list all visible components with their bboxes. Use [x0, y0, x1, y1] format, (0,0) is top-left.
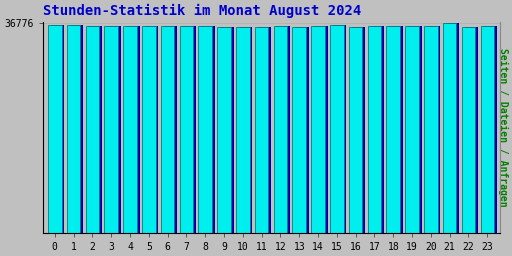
- Bar: [48, 25, 61, 233]
- Bar: [480, 26, 494, 233]
- Bar: [333, 25, 347, 233]
- Bar: [161, 26, 175, 233]
- Bar: [258, 27, 271, 233]
- Bar: [239, 27, 252, 233]
- Bar: [330, 25, 344, 233]
- Bar: [142, 26, 156, 233]
- Bar: [123, 26, 137, 233]
- Text: Stunden-Statistik im Monat August 2024: Stunden-Statistik im Monat August 2024: [42, 4, 361, 18]
- Bar: [371, 26, 384, 233]
- Bar: [217, 27, 231, 233]
- Bar: [406, 26, 419, 233]
- Bar: [295, 27, 309, 233]
- Bar: [126, 26, 140, 233]
- Bar: [236, 27, 249, 233]
- Bar: [368, 26, 381, 233]
- Bar: [274, 26, 287, 233]
- Bar: [314, 26, 328, 233]
- Bar: [311, 26, 325, 233]
- Bar: [107, 26, 121, 233]
- Bar: [86, 26, 99, 233]
- Bar: [145, 26, 158, 233]
- Bar: [443, 23, 456, 233]
- Bar: [220, 27, 233, 233]
- Bar: [424, 26, 438, 233]
- Bar: [199, 26, 212, 233]
- Bar: [182, 26, 196, 233]
- Bar: [276, 26, 290, 233]
- Bar: [389, 26, 403, 233]
- Bar: [292, 27, 306, 233]
- Bar: [164, 26, 177, 233]
- Bar: [104, 26, 118, 233]
- Bar: [464, 27, 478, 233]
- Y-axis label: Seiten / Dateien / Anfragen: Seiten / Dateien / Anfragen: [498, 48, 508, 207]
- Bar: [67, 25, 80, 233]
- Bar: [462, 27, 475, 233]
- Bar: [483, 26, 497, 233]
- Bar: [427, 26, 440, 233]
- Bar: [387, 26, 400, 233]
- Bar: [446, 23, 459, 233]
- Bar: [352, 27, 365, 233]
- Bar: [349, 27, 362, 233]
- Bar: [51, 25, 65, 233]
- Bar: [408, 26, 422, 233]
- Bar: [89, 26, 102, 233]
- Bar: [201, 26, 215, 233]
- Bar: [70, 25, 83, 233]
- Bar: [180, 26, 193, 233]
- Bar: [255, 27, 268, 233]
